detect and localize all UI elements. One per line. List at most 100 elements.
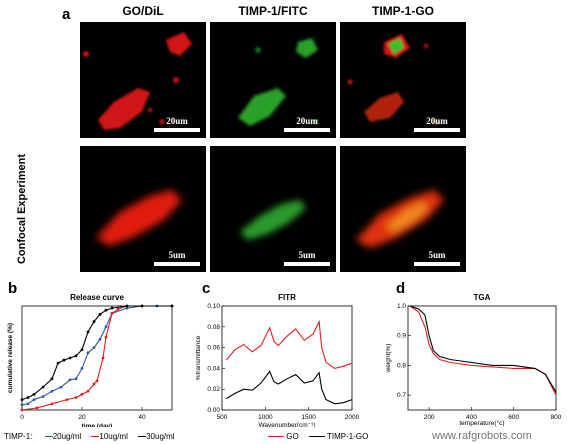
legend-30ug: 30ug/ml: [146, 432, 175, 441]
chart-title: Release curve: [70, 293, 124, 302]
data-point-20ug/ml: [125, 306, 129, 310]
series-line-TIMP-1-GO: [226, 370, 353, 405]
data-point-10ug/ml: [92, 382, 96, 386]
data-point-30ug/ml: [92, 320, 96, 323]
scale-bar-5um: 5um: [154, 250, 200, 266]
data-point-20ug/ml: [86, 351, 90, 355]
legend-swatch-timp1-go: [308, 436, 325, 438]
scale-bar-5um: 5um: [284, 250, 330, 266]
panel-a-letter: a: [62, 6, 71, 23]
column-title-go-dil: GO/DiL: [122, 4, 164, 18]
y-axis-label: %transmittance: [196, 335, 202, 380]
y-tick-label: 0.04: [207, 365, 220, 372]
y-tick-label: 0.08: [207, 324, 220, 331]
data-point-20ug/ml: [50, 389, 54, 393]
data-point-20ug/ml: [41, 395, 45, 398]
data-point-20ug/ml: [26, 402, 30, 406]
fitr-chart: FITR 500 1000 1500 2000 0.00 0.02 0.04 0.06 0.08 0…: [196, 293, 360, 427]
watermark: www.rafgrobots.com: [432, 430, 532, 442]
chart-title: FITR: [278, 293, 296, 302]
plot-frame: [221, 305, 353, 411]
data-point-30ug/ml: [68, 356, 72, 360]
scale-bar-5um: 5um: [414, 250, 460, 266]
series-line-TIMP-1-GO: [409, 305, 557, 393]
data-point-30ug/ml: [41, 385, 45, 389]
data-point-30ug/ml: [62, 358, 66, 362]
data-point-30ug/ml: [50, 377, 54, 381]
fitr-plot: FITR 500 1000 1500 2000 0.00 0.02 0.04 0.06 0.08 0…: [196, 293, 360, 427]
legend-10ug: 10ug/ml: [99, 432, 128, 441]
data-point-30ug/ml: [104, 308, 108, 312]
plot-frame: [407, 305, 557, 411]
data-point-20ug/ml: [92, 346, 96, 349]
y-tick-label: 0.9: [397, 333, 406, 340]
x-tick-label: 200: [424, 414, 435, 421]
column-title-timp1-go: TIMP-1-GO: [372, 4, 434, 18]
data-point-20ug/ml: [80, 367, 84, 370]
y-axis-label: weight(%): [386, 344, 392, 374]
data-point-20ug/ml: [20, 403, 24, 407]
tga-chart: TGA 200 400 600 800 0.7 0.8 0.9 1.0 temperature(°…: [386, 293, 562, 427]
series-line-20ug/ml: [21, 305, 172, 406]
y-tick-label: 0.00: [207, 407, 220, 414]
data-point-30ug/ml: [26, 396, 30, 399]
panel-c-letter: c: [202, 280, 211, 297]
release-legend-prefix: TIMP-1:: [4, 432, 33, 441]
plot-frame: [21, 305, 173, 411]
micrograph-timp1-go-5um: 5um: [340, 146, 466, 272]
data-point-30ug/ml: [56, 361, 60, 365]
y-tick-label: 0.06: [207, 345, 220, 352]
legend-swatch-10ug: [91, 436, 100, 438]
series-line-GO: [225, 319, 353, 369]
confocal-experiment-label: Confocal Experiment: [16, 153, 28, 265]
data-point-10ug/ml: [50, 402, 54, 406]
x-tick-label: 400: [466, 414, 477, 421]
data-point-10ug/ml: [20, 408, 24, 412]
micrograph-go-dil-5um: 5um: [80, 146, 206, 272]
data-point-30ug/ml: [125, 304, 129, 308]
micrograph-timp1-fitc-5um: 5um: [210, 146, 336, 272]
data-point-10ug/ml: [74, 396, 78, 399]
y-tick-label: 0.10: [207, 303, 220, 310]
scale-bar-20um: 20um: [284, 116, 330, 132]
x-tick-label: 20: [78, 414, 86, 421]
data-point-20ug/ml: [32, 398, 36, 401]
scale-bar-20um: 20um: [414, 116, 460, 132]
release-curve-plot: Release curve 0 20 40 time (day) cumulative r…: [7, 293, 174, 427]
x-tick-label: 500: [217, 414, 228, 421]
data-point-10ug/ml: [101, 356, 105, 360]
data-point-30ug/ml: [20, 398, 24, 401]
data-point-30ug/ml: [110, 306, 114, 310]
release-legend: TIMP-1: 20ug/ml 10ug/ml 30ug/ml: [4, 432, 175, 441]
micrograph-timp1-go-20um: 20um: [340, 22, 466, 138]
column-title-timp1-fitc: TIMP-1/FITC: [238, 4, 308, 18]
micrograph-go-dil-20um: 20um: [80, 22, 206, 138]
release-curve-chart: Release curve 0 20 40 time (day) cumulative r…: [7, 293, 174, 427]
panel-d-letter: d: [396, 280, 406, 297]
data-point-10ug/ml: [35, 406, 39, 410]
legend-swatch-20ug: [44, 436, 53, 438]
series-line-10ug/ml: [21, 305, 172, 411]
legend-timp1-go: TIMP-1-GO: [327, 432, 369, 441]
data-point-10ug/ml: [95, 379, 99, 383]
data-point-20ug/ml: [68, 378, 72, 382]
data-point-30ug/ml: [74, 354, 78, 358]
x-tick-label: 2000: [345, 414, 360, 421]
data-point-10ug/ml: [80, 393, 84, 396]
legend-go: GO: [286, 432, 299, 441]
y-tick-label: 0.7: [397, 392, 406, 399]
data-point-30ug/ml: [80, 348, 84, 352]
chart-title: TGA: [474, 293, 491, 302]
x-tick-label: 1500: [301, 414, 316, 421]
y-tick-label: 1.0: [397, 303, 406, 310]
data-point-10ug/ml: [65, 398, 69, 401]
legend-20ug: 20ug/ml: [52, 432, 82, 441]
x-tick-label: 800: [551, 414, 562, 421]
data-point-20ug/ml: [98, 337, 102, 341]
legend-swatch-go: [268, 436, 284, 438]
x-tick-label: 40: [138, 414, 146, 421]
data-point-20ug/ml: [59, 385, 63, 389]
panel-b-letter: b: [8, 280, 18, 297]
data-point-20ug/ml: [74, 377, 78, 381]
data-point-10ug/ml: [116, 307, 120, 311]
